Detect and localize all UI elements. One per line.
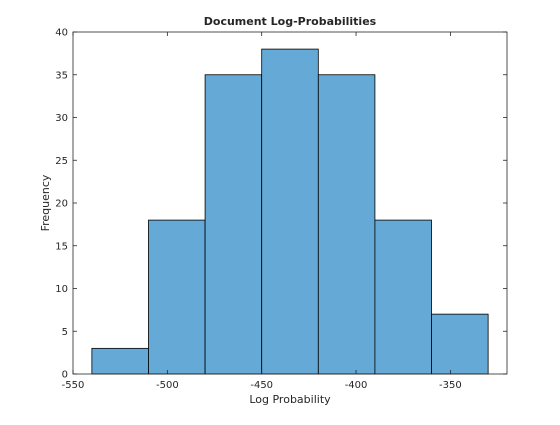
y-tick-label: 5 bbox=[62, 327, 68, 338]
histogram-bar-6 bbox=[431, 313, 489, 375]
x-tick-label: -500 bbox=[156, 380, 179, 391]
histogram-bar-5 bbox=[374, 219, 432, 375]
x-tick-label: -550 bbox=[62, 380, 85, 391]
y-tick-label: 25 bbox=[55, 156, 68, 167]
y-tick-label: 35 bbox=[55, 70, 68, 81]
bars-group bbox=[91, 48, 489, 375]
histogram-bar-4 bbox=[317, 74, 376, 375]
x-axis: -550 -500 -450 -400 -350 bbox=[62, 32, 462, 391]
histogram-bar-3 bbox=[261, 48, 319, 375]
y-tick-label: 15 bbox=[55, 241, 68, 252]
x-tick-label: -400 bbox=[345, 380, 368, 391]
histogram-bar-0 bbox=[91, 347, 149, 375]
y-tick-label: 0 bbox=[62, 370, 68, 381]
y-axis: 0 5 10 15 20 25 30 35 40 bbox=[55, 28, 507, 381]
y-tick-label: 10 bbox=[55, 284, 68, 295]
y-tick-label: 20 bbox=[55, 199, 68, 210]
histogram-bar-2 bbox=[204, 74, 263, 375]
x-axis-label: Log Probability bbox=[249, 393, 331, 406]
y-axis-label: Frequency bbox=[39, 174, 52, 231]
y-tick-label: 30 bbox=[55, 113, 68, 124]
chart-title: Document Log-Probabilities bbox=[204, 15, 377, 28]
x-tick-label: -450 bbox=[250, 380, 273, 391]
histogram-bar-1 bbox=[148, 219, 206, 375]
y-tick-label: 40 bbox=[55, 28, 68, 39]
x-tick-label: -350 bbox=[439, 380, 462, 391]
